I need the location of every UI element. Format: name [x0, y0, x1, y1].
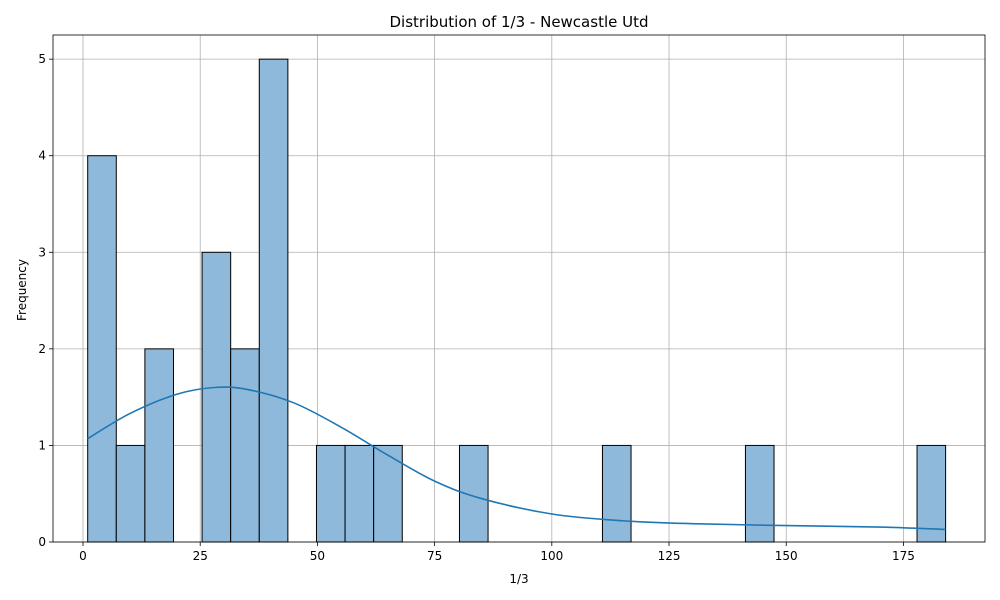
histogram-bar [201, 251, 232, 543]
y-tick-label: 0 [38, 535, 46, 549]
histogram-bar [87, 155, 117, 543]
x-tick-label: 175 [892, 549, 915, 563]
x-tick-label: 50 [310, 549, 325, 563]
histogram-bar [916, 444, 947, 543]
x-axis-title: 1/3 [509, 572, 528, 586]
histogram-bar [144, 348, 174, 543]
y-tick-label: 5 [38, 52, 46, 66]
y-axis-ticks: 0 1 2 3 4 5 [38, 52, 53, 549]
y-axis-title: Frequency [15, 259, 29, 321]
y-tick-label: 3 [38, 245, 46, 259]
y-tick-label: 4 [38, 149, 46, 163]
histogram-bar [230, 348, 260, 543]
x-tick-label: 100 [540, 549, 563, 563]
kde-line [87, 386, 946, 531]
histogram-bar [258, 58, 289, 543]
x-tick-label: 75 [427, 549, 442, 563]
plot-frame [52, 34, 986, 543]
histogram-bar [373, 444, 403, 543]
x-tick-label: 125 [658, 549, 681, 563]
x-tick-label: 150 [775, 549, 798, 563]
histogram-bar [601, 444, 632, 543]
histogram-bars [87, 58, 947, 543]
histogram-bar [315, 444, 346, 543]
y-tick-label: 1 [38, 438, 46, 452]
y-tick-label: 2 [38, 342, 46, 356]
x-axis-ticks: 0 25 50 75 100 125 150 175 [79, 542, 915, 563]
histogram-bar [115, 444, 146, 543]
histogram-bar [344, 444, 375, 543]
grid [53, 35, 985, 543]
chart-title: Distribution of 1/3 - Newcastle Utd [390, 13, 649, 31]
x-tick-label: 25 [193, 549, 208, 563]
histogram-bar [744, 444, 775, 543]
x-tick-label: 0 [79, 549, 87, 563]
